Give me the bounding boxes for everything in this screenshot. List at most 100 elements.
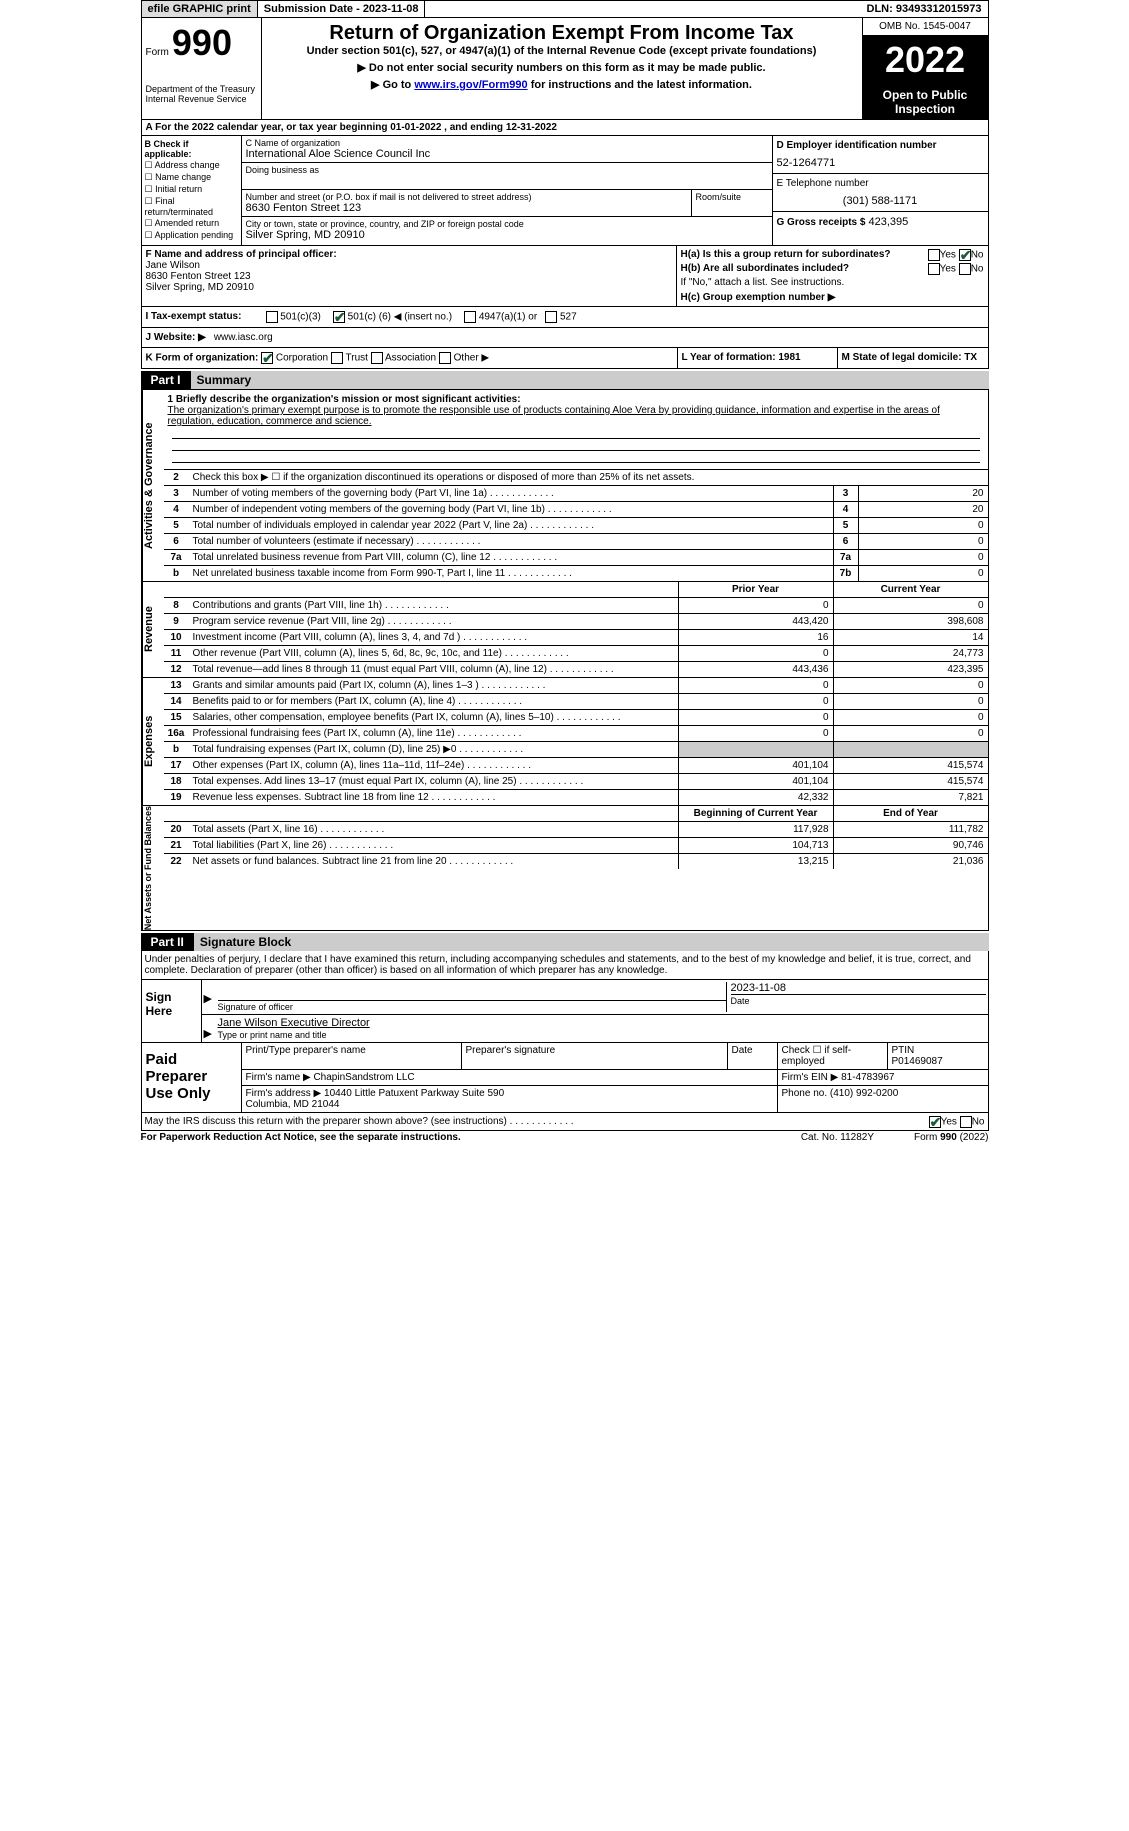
- cb-amended-return[interactable]: ☐ Amended return: [145, 218, 238, 229]
- preparer-block: Paid Preparer Use Only Print/Type prepar…: [141, 1043, 989, 1113]
- may-irs-yes[interactable]: [929, 1116, 941, 1128]
- summary-netassets: Net Assets or Fund Balances Beginning of…: [141, 806, 989, 931]
- state-domicile: M State of legal domicile: TX: [838, 348, 988, 368]
- firm-phone: (410) 992-0200: [830, 1088, 898, 1099]
- hc-row: H(c) Group exemption number ▶: [681, 292, 984, 303]
- hb-yes[interactable]: [928, 263, 940, 275]
- open-inspection: Open to Public Inspection: [863, 85, 988, 119]
- cb-501c[interactable]: [333, 311, 345, 323]
- line2-desc: Check this box ▶ ☐ if the organization d…: [189, 470, 988, 485]
- ptin: P01469087: [892, 1056, 984, 1067]
- summary-activities: Activities & Governance 1 Briefly descri…: [141, 389, 989, 582]
- form-subtitle: Under section 501(c), 527, or 4947(a)(1)…: [266, 45, 858, 57]
- sig-name-label: Type or print name and title: [218, 1029, 986, 1040]
- paid-preparer-label: Paid Preparer Use Only: [142, 1043, 242, 1112]
- sig-name: Jane Wilson Executive Director: [218, 1017, 986, 1029]
- briefly-label: 1 Briefly describe the organization's mi…: [168, 394, 984, 405]
- ein-value: 52-1264771: [777, 157, 984, 169]
- title-block: Form 990 Department of the Treasury Inte…: [141, 18, 989, 120]
- eoy-header: End of Year: [833, 806, 988, 821]
- instruction-2: ▶ Go to www.irs.gov/Form990 for instruct…: [266, 78, 858, 91]
- hb-note: If "No," attach a list. See instructions…: [681, 277, 984, 288]
- cb-other[interactable]: [439, 352, 451, 364]
- dept-label: Department of the Treasury Internal Reve…: [146, 84, 257, 104]
- website-row: J Website: ▶ www.iasc.org: [141, 328, 989, 348]
- phone-label: E Telephone number: [777, 178, 984, 189]
- dba-label: Doing business as: [246, 165, 768, 175]
- tax-year: 2022: [863, 36, 988, 85]
- part2-header: Part II Signature Block: [141, 933, 989, 951]
- org-name-label: C Name of organization: [246, 138, 768, 148]
- boy-header: Beginning of Current Year: [678, 806, 833, 821]
- officer-label: F Name and address of principal officer:: [146, 249, 672, 260]
- ha-row: H(a) Is this a group return for subordin…: [681, 249, 984, 260]
- identity-block: B Check if applicable: ☐ Address change …: [141, 136, 989, 246]
- phone-value: (301) 588-1171: [777, 195, 984, 207]
- page-footer: For Paperwork Reduction Act Notice, see …: [141, 1132, 989, 1143]
- room-label: Room/suite: [696, 192, 768, 202]
- city-value: Silver Spring, MD 20910: [246, 229, 768, 241]
- may-irs-row: May the IRS discuss this return with the…: [141, 1113, 989, 1131]
- instruction-1: ▶ Do not enter social security numbers o…: [266, 61, 858, 74]
- cb-corp[interactable]: [261, 352, 273, 364]
- officer-name: Jane Wilson: [146, 260, 672, 271]
- row-f-h: F Name and address of principal officer:…: [141, 246, 989, 307]
- cb-final-return[interactable]: ☐ Final return/terminated: [145, 196, 238, 217]
- dba-value: [246, 175, 768, 187]
- cb-name-change[interactable]: ☐ Name change: [145, 172, 238, 183]
- city-label: City or town, state or province, country…: [246, 219, 768, 229]
- officer-addr1: 8630 Fenton Street 123: [146, 271, 672, 282]
- summary-expenses: Expenses 13Grants and similar amounts pa…: [141, 678, 989, 806]
- omb-number: OMB No. 1545-0047: [863, 18, 988, 36]
- year-formation: L Year of formation: 1981: [678, 348, 838, 368]
- hb-row: H(b) Are all subordinates included? Yes …: [681, 263, 984, 274]
- cb-trust[interactable]: [331, 352, 343, 364]
- irs-link[interactable]: www.irs.gov/Form990: [414, 79, 527, 91]
- firm-ein: 81-4783967: [841, 1072, 894, 1083]
- header-bar: efile GRAPHIC print Submission Date - 20…: [141, 0, 989, 18]
- may-irs-no[interactable]: [960, 1116, 972, 1128]
- paperwork-notice: For Paperwork Reduction Act Notice, see …: [141, 1132, 461, 1143]
- cb-initial-return[interactable]: ☐ Initial return: [145, 184, 238, 195]
- signature-block: Sign Here ▶ Signature of officer 2023-11…: [141, 980, 989, 1043]
- calendar-year-row: A For the 2022 calendar year, or tax yea…: [141, 120, 989, 136]
- summary-revenue: Revenue Prior YearCurrent Year 8Contribu…: [141, 582, 989, 678]
- website-value: www.iasc.org: [214, 332, 273, 343]
- sign-here-label: Sign Here: [142, 980, 202, 1042]
- activities-governance-label: Activities & Governance: [142, 390, 164, 581]
- ein-label: D Employer identification number: [777, 140, 984, 151]
- gross-value: 423,395: [869, 216, 909, 228]
- check-applicable-label: B Check if applicable:: [145, 139, 238, 159]
- netassets-label: Net Assets or Fund Balances: [142, 806, 164, 930]
- street-label: Number and street (or P.O. box if mail i…: [246, 192, 687, 202]
- sig-date: 2023-11-08: [731, 982, 986, 994]
- ha-no[interactable]: [959, 249, 971, 261]
- form-org-row: K Form of organization: Corporation Trus…: [141, 348, 989, 369]
- street-value: 8630 Fenton Street 123: [246, 202, 687, 214]
- cb-4947[interactable]: [464, 311, 476, 323]
- efile-label: efile GRAPHIC print: [142, 1, 258, 17]
- org-name: International Aloe Science Council Inc: [246, 148, 768, 160]
- form-number: 990: [172, 22, 232, 63]
- sig-arrow-icon: ▶: [204, 982, 218, 1012]
- form-prefix: Form: [146, 47, 169, 58]
- firm-name: ChapinSandstrom LLC: [313, 1072, 414, 1083]
- cb-527[interactable]: [545, 311, 557, 323]
- officer-addr2: Silver Spring, MD 20910: [146, 282, 672, 293]
- tax-exempt-row: I Tax-exempt status: 501(c)(3) 501(c) (6…: [141, 307, 989, 328]
- form-title: Return of Organization Exempt From Incom…: [266, 22, 858, 45]
- form-number-footer: Form 990 (2022): [914, 1132, 988, 1143]
- sig-date-label: Date: [731, 994, 986, 1006]
- dln: DLN: 93493312015973: [861, 1, 988, 17]
- cb-501c3[interactable]: [266, 311, 278, 323]
- ha-yes[interactable]: [928, 249, 940, 261]
- cb-assoc[interactable]: [371, 352, 383, 364]
- prior-year-header: Prior Year: [678, 582, 833, 597]
- cb-application-pending[interactable]: ☐ Application pending: [145, 230, 238, 241]
- revenue-label: Revenue: [142, 582, 164, 677]
- gross-label: G Gross receipts $: [777, 217, 866, 228]
- hb-no[interactable]: [959, 263, 971, 275]
- cb-address-change[interactable]: ☐ Address change: [145, 160, 238, 171]
- sig-officer-label: Signature of officer: [218, 1000, 726, 1012]
- expenses-label: Expenses: [142, 678, 164, 805]
